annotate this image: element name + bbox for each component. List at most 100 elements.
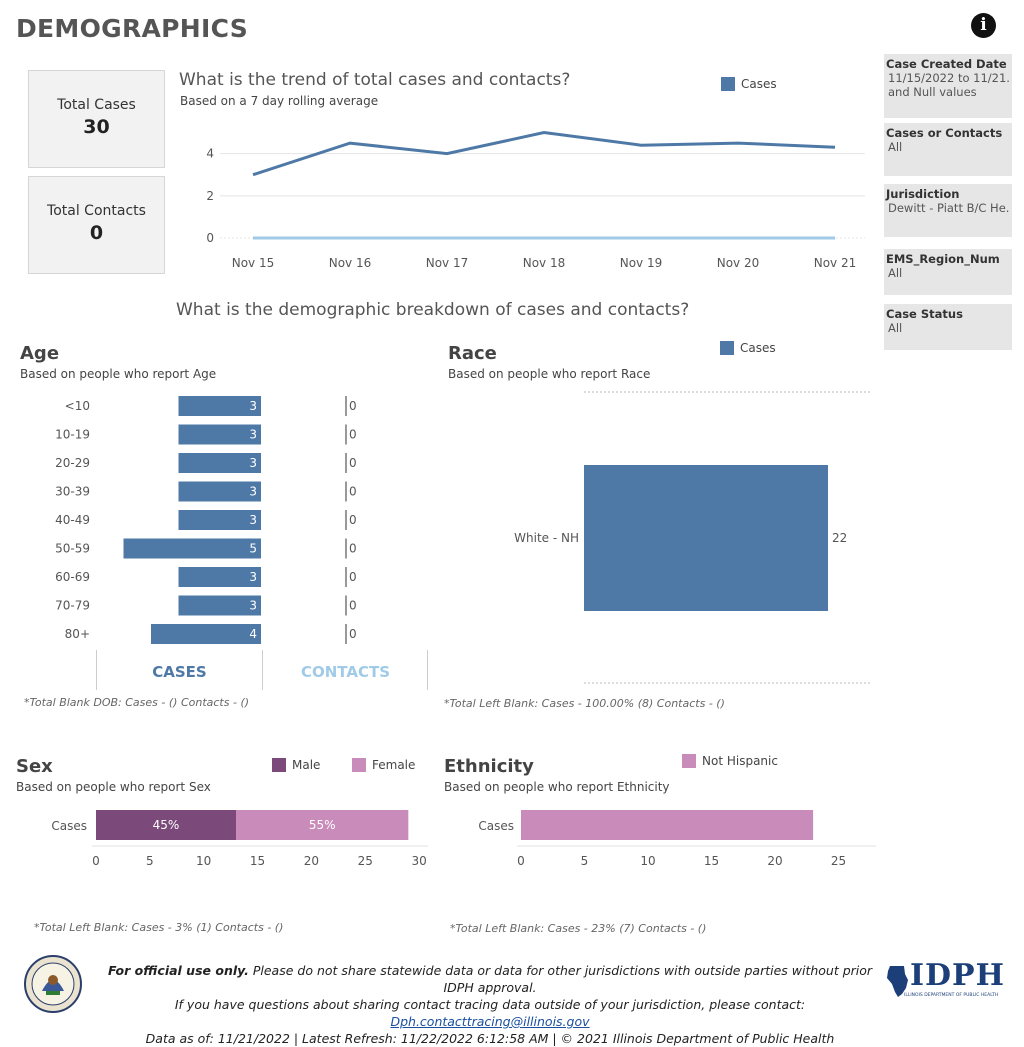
age-cases-value: 3: [249, 599, 257, 613]
total-cases-value: 30: [83, 116, 110, 138]
trend-line-chart[interactable]: 0 2 4 Nov 15 Nov 16 Nov 17 Nov 18 Nov 19 Nov 20 N…: [180, 110, 880, 275]
race-legend-label: Cases: [740, 341, 776, 355]
sex-legend-female: Female: [352, 758, 415, 772]
ethnicity-legend: Not Hispanic: [682, 754, 778, 768]
race-category-label: White - NH: [514, 531, 579, 545]
age-title: Age: [20, 343, 60, 364]
race-legend: Cases: [720, 341, 776, 355]
age-category-label: 10-19: [55, 428, 90, 442]
ethnicity-title: Ethnicity: [444, 756, 534, 777]
race-title: Race: [448, 343, 497, 364]
footer-disclaimer: For official use only. Please do not sha…: [100, 962, 880, 1047]
trend-legend-label: Cases: [741, 77, 777, 91]
filter-label: EMS_Region_Num: [886, 252, 1000, 266]
filter-case-status[interactable]: Case Status All: [884, 304, 1012, 350]
filter-value: 11/15/2022 to 11/21...: [888, 71, 1010, 85]
age-category-label: 80+: [65, 627, 90, 641]
age-tab-divider-mid: [262, 650, 263, 690]
filter-label: Case Created Date: [886, 57, 1007, 71]
x-tick-label: Nov 21: [814, 256, 857, 270]
ethnicity-x-tick-label: 20: [767, 854, 782, 868]
race-bar-chart[interactable]: White - NH 22: [448, 388, 878, 688]
trend-chart-title: What is the trend of total cases and con…: [179, 70, 571, 90]
y-tick-label: 0: [206, 231, 214, 245]
ethnicity-x-tick-label: 5: [581, 854, 589, 868]
footer-line1: Please do not share statewide data or da…: [248, 963, 873, 995]
idph-logo: IDPH ILLINOIS DEPARTMENT OF PUBLIC HEALT…: [884, 958, 1014, 1002]
age-cases-value: 3: [249, 570, 257, 584]
race-note: *Total Left Blank: Cases - 100.00% (8) C…: [444, 697, 725, 710]
age-tab-divider-right: [427, 650, 428, 690]
total-cases-label: Total Cases: [57, 97, 136, 113]
total-contacts-label: Total Contacts: [47, 203, 146, 219]
female-legend-label: Female: [372, 758, 416, 772]
female-legend-swatch: [352, 758, 366, 772]
age-cases-bar: [151, 624, 261, 644]
info-icon[interactable]: i: [971, 13, 996, 38]
total-contacts-card: Total Contacts 0: [28, 176, 165, 274]
sex-note: *Total Left Blank: Cases - 3% (1) Contac…: [34, 921, 284, 934]
cases-trend-line: [252, 131, 836, 177]
total-cases-card: Total Cases 30: [28, 70, 165, 168]
age-contacts-value: 0: [349, 570, 357, 584]
total-contacts-value: 0: [89, 222, 104, 244]
x-tick-label: Nov 17: [426, 256, 469, 270]
contact-email-link[interactable]: Dph.contacttracing@illinois.gov: [390, 1014, 590, 1029]
age-category-label: 70-79: [55, 599, 90, 613]
race-subtitle: Based on people who report Race: [448, 367, 651, 381]
idph-logo-subtext: ILLINOIS DEPARTMENT OF PUBLIC HEALTH: [904, 993, 999, 998]
age-cases-bar: [178, 453, 261, 473]
filter-cases-or-contacts[interactable]: Cases or Contacts All: [884, 123, 1012, 176]
age-tab-divider-left: [96, 650, 97, 690]
age-category-label: 50-59: [55, 542, 90, 556]
ethnicity-note: *Total Left Blank: Cases - 23% (7) Conta…: [450, 922, 707, 935]
race-bar: [584, 465, 828, 611]
not-hispanic-legend-swatch: [682, 754, 696, 768]
illinois-map-icon: [887, 966, 908, 997]
trend-chart-subtitle: Based on a 7 day rolling average: [180, 94, 379, 108]
footer-bold: For official use only.: [107, 963, 249, 978]
filter-label: Case Status: [886, 307, 963, 321]
ethnicity-x-tick-label: 25: [831, 854, 846, 868]
filter-jurisdiction[interactable]: Jurisdiction Dewitt - Piatt B/C He...: [884, 184, 1012, 237]
age-subtitle: Based on people who report Age: [20, 367, 217, 381]
ethnicity-x-tick-label: 15: [704, 854, 719, 868]
x-tick-label: Nov 18: [523, 256, 566, 270]
age-contacts-value: 0: [349, 599, 357, 613]
age-cases-value: 5: [249, 542, 257, 556]
sex-legend-male: Male: [272, 758, 320, 772]
ethnicity-subtitle: Based on people who report Ethnicity: [444, 780, 670, 794]
trend-legend: Cases: [721, 77, 777, 91]
x-tick-label: Nov 20: [717, 256, 760, 270]
filter-value: All: [888, 266, 903, 280]
age-cases-value: 3: [249, 428, 257, 442]
age-category-label: 40-49: [55, 513, 90, 527]
ethnicity-x-tick-label: 10: [640, 854, 655, 868]
ethnicity-legend-label: Not Hispanic: [702, 754, 778, 768]
age-cases-value: 3: [249, 485, 257, 499]
age-cases-bar: [178, 396, 261, 416]
sex-title: Sex: [16, 756, 53, 777]
filter-ems-region-num[interactable]: EMS_Region_Num All: [884, 249, 1012, 295]
x-tick-label: Nov 15: [232, 256, 275, 270]
tab-cases[interactable]: CASES: [152, 663, 207, 681]
age-cases-value: 3: [249, 399, 257, 413]
age-category-label: 60-69: [55, 570, 90, 584]
age-note: *Total Blank DOB: Cases - () Contacts - …: [24, 696, 250, 709]
race-legend-swatch: [720, 341, 734, 355]
age-contacts-value: 0: [349, 513, 357, 527]
sex-bar-chart[interactable]: Cases 45% 55% 0 5 10 15 20 25 30: [16, 800, 436, 875]
age-bar-chart[interactable]: <10 3 0 10-19 3 0 20-29 3 0 30-39 3 0 40-49 3 0 50-59 5 0…: [20, 390, 440, 650]
age-contacts-value: 0: [349, 485, 357, 499]
filter-label: Cases or Contacts: [886, 126, 1003, 140]
sex-x-tick-label: 10: [196, 854, 211, 868]
ethnicity-bar-chart[interactable]: Cases 0 5 10 15 20 25: [444, 800, 884, 875]
filter-case-created-date[interactable]: Case Created Date 11/15/2022 to 11/21... a…: [884, 54, 1012, 118]
tab-contacts[interactable]: CONTACTS: [300, 663, 391, 681]
filter-value: All: [888, 321, 903, 335]
filter-label: Jurisdiction: [886, 187, 960, 201]
sex-x-tick-label: 5: [146, 854, 154, 868]
ethnicity-x-tick-label: 0: [517, 854, 525, 868]
age-cases-bar: [178, 567, 261, 587]
ethnicity-bar: [521, 810, 814, 840]
